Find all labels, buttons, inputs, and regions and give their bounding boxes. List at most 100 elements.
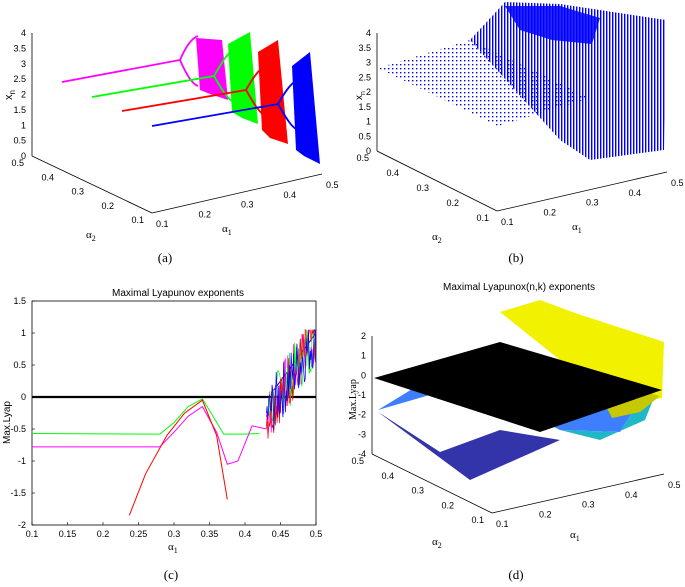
panel-b-ticks: 00.511.522.533.540.10.20.30.40.50.10.20.… xyxy=(356,28,683,227)
panel-d-z-tick-2: -2 xyxy=(358,410,366,420)
panel-a: 00.511.522.533.540.10.20.30.40.50.10.20.… xyxy=(3,28,339,265)
panel-d-z-tick-3: -1 xyxy=(358,390,366,400)
panel-b-x-tick-4: 0.5 xyxy=(671,178,684,188)
panel-d-zero-plane xyxy=(374,342,662,432)
panel-d-zlabel: Max.Lyap xyxy=(348,379,359,420)
panel-c-x-tick-2: 0.2 xyxy=(97,529,110,539)
panel-c-series-line-0 xyxy=(31,398,260,435)
panel-a-x-tick-2: 0.3 xyxy=(241,200,254,210)
panel-b-z-tick-0: 0 xyxy=(366,146,371,156)
panel-c-y-tick-2: -1 xyxy=(18,456,26,466)
panel-b-xlabel: α1 xyxy=(572,221,582,235)
panel-c-x-tick-0: 0.1 xyxy=(26,529,39,539)
panel-d-y-tick-0: 0.1 xyxy=(471,515,484,525)
panel-d-surface-dark xyxy=(378,412,560,480)
panel-d-z-tick-4: 0 xyxy=(361,370,366,380)
panel-a-z-tick-8: 4 xyxy=(21,28,26,38)
panel-c-ticks: 0.1 0.15 0.2 0.25 0.3 0.35 0.4 0.45 0.5 -2 -1.5 -1 -… xyxy=(10,296,322,539)
panel-b-y-tick-1: 0.2 xyxy=(446,198,459,208)
panel-a-z-tick-3: 1.5 xyxy=(13,105,26,115)
panel-a-series-green xyxy=(91,32,258,124)
panel-b-x-tick-0: 0.1 xyxy=(501,217,514,227)
panel-d-x-tick-2: 0.3 xyxy=(582,500,595,510)
panel-c-y-tick-3: -0.5 xyxy=(10,424,26,434)
panel-b-z-tick-8: 4 xyxy=(366,28,371,38)
panel-c-chaos-line-3 xyxy=(265,329,317,431)
panel-b-z-tick-4: 2 xyxy=(366,87,371,97)
panel-a-ticks: 00.511.522.533.540.10.20.30.40.50.10.20.… xyxy=(11,28,338,229)
panel-c-chaos-line-2 xyxy=(265,329,317,439)
panel-c-x-tick-7: 0.45 xyxy=(272,529,290,539)
panel-d-z-tick-5: 1 xyxy=(361,351,366,361)
panel-c-chaos-line-1 xyxy=(265,329,317,427)
panel-a-z-tick-0: 0 xyxy=(21,151,26,161)
panel-d-y-tick-1: 0.2 xyxy=(441,500,454,510)
panel-c-x-tick-3: 0.25 xyxy=(130,529,148,539)
panel-a-x-tick-1: 0.2 xyxy=(199,209,212,219)
panel-a-z-tick-5: 2.5 xyxy=(13,74,26,84)
panel-b-y-tick-4: 0.5 xyxy=(356,153,369,163)
panel-d-x-tick-3: 0.4 xyxy=(625,490,638,500)
panel-c-caption: (c) xyxy=(164,567,178,582)
panel-a-y-tick-0: 0.1 xyxy=(131,215,144,225)
panel-b-z-tick-2: 1 xyxy=(366,117,371,127)
panel-a-z-tick-6: 3 xyxy=(21,59,26,69)
panel-b-z-tick-1: 0.5 xyxy=(358,131,371,141)
panel-b-y-tick-3: 0.4 xyxy=(386,168,399,178)
panel-d-y-tick-3: 0.4 xyxy=(381,471,394,481)
panel-d-z-tick-6: 2 xyxy=(361,331,366,341)
panel-c-x-tick-4: 0.3 xyxy=(168,529,181,539)
panel-d-y-axis xyxy=(371,453,493,514)
panel-b-z-tick-3: 1.5 xyxy=(358,102,371,112)
panel-c-y-tick-4: 0 xyxy=(21,392,26,402)
panel-a-z-tick-7: 3.5 xyxy=(13,43,26,53)
panel-b-x-axis xyxy=(496,171,668,212)
panel-d-x-tick-4: 0.5 xyxy=(668,480,681,490)
panel-d-caption: (d) xyxy=(508,567,523,582)
panel-a-series-magenta xyxy=(61,35,228,100)
panel-c-x-tick-1: 0.15 xyxy=(59,529,77,539)
panel-a-ylabel: α2 xyxy=(86,229,96,243)
panel-a-y-tick-4: 0.5 xyxy=(11,158,24,168)
panel-b: 00.511.522.533.540.10.20.30.40.50.10.20.… xyxy=(354,2,684,265)
panel-c-x-tick-6: 0.4 xyxy=(239,529,252,539)
panel-b-x-tick-1: 0.2 xyxy=(544,207,557,217)
panel-a-x-tick-3: 0.4 xyxy=(284,190,297,200)
panel-c-title: Maximal Lyapunov exponents xyxy=(112,288,244,299)
panel-a-xlabel: α1 xyxy=(222,223,232,237)
panel-b-ylabel: α2 xyxy=(432,231,442,245)
panel-a-z-tick-4: 2 xyxy=(21,90,26,100)
panel-d-ticks: -4 -3 -2 -1 0 1 2 0.1 0.2 0.3 0.4 0.5 0.1 0.2 0.3 0.4 0.… xyxy=(351,331,680,529)
panel-a-y-axis xyxy=(31,155,153,214)
panel-c-series-line-1 xyxy=(32,405,267,465)
panel-b-z-tick-5: 2.5 xyxy=(358,72,371,82)
panel-d-z-tick-0: -4 xyxy=(358,449,366,459)
panel-d-x-tick-1: 0.2 xyxy=(539,509,552,519)
panel-c-y-tick-7: 1.5 xyxy=(13,296,26,306)
panel-b-y-axis xyxy=(376,150,498,212)
panel-d-xlabel: α1 xyxy=(570,529,580,543)
panel-c-xlabel: α1 xyxy=(168,541,178,555)
panel-d-z-tick-1: -3 xyxy=(358,429,366,439)
panel-b-y-tick-2: 0.3 xyxy=(416,183,429,193)
panel-b-z-tick-6: 3 xyxy=(366,58,371,68)
panel-b-x-tick-2: 0.3 xyxy=(586,198,599,208)
panel-a-x-tick-4: 0.5 xyxy=(326,180,339,190)
panel-d-x-axis xyxy=(491,473,665,514)
panel-a-caption: (a) xyxy=(158,250,172,265)
panel-b-surface-dense xyxy=(505,6,600,44)
panel-c-y-tick-6: 1 xyxy=(21,328,26,338)
panel-d-y-tick-2: 0.3 xyxy=(411,486,424,496)
panel-b-y-tick-0: 0.1 xyxy=(476,213,489,223)
panel-c-series-line-2 xyxy=(128,399,228,516)
panel-b-surface-chaotic xyxy=(470,2,666,160)
panel-a-z-tick-1: 0.5 xyxy=(13,136,26,146)
panel-b-zlabel: xn xyxy=(354,91,367,100)
panel-c-y-tick-5: 0.5 xyxy=(13,360,26,370)
panel-c-x-tick-5: 0.35 xyxy=(201,529,219,539)
panel-c-y-tick-0: -2 xyxy=(18,520,26,530)
panel-a-zlabel: xn xyxy=(3,90,17,100)
panel-d-y-tick-4: 0.5 xyxy=(351,456,364,466)
panel-d-x-tick-0: 0.1 xyxy=(496,519,509,529)
